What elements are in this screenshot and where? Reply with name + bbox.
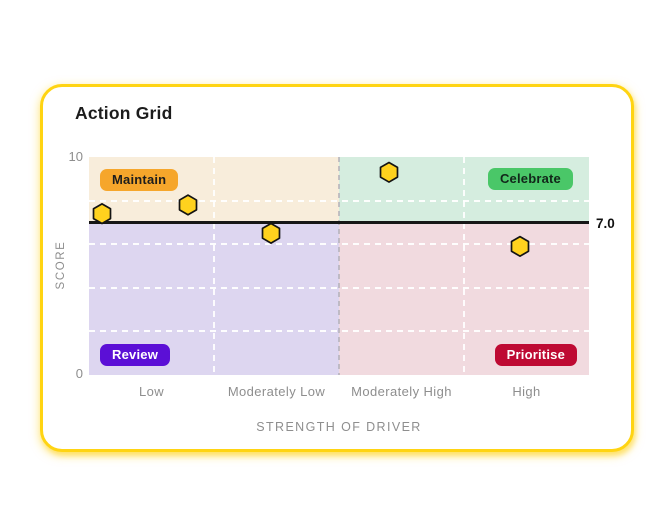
x-axis-ticks: Low Moderately Low Moderately High High (89, 384, 589, 399)
y-axis-tick-min: 0 (75, 366, 83, 381)
gridline-y6 (89, 243, 589, 246)
data-point-hexagon-5[interactable] (510, 235, 530, 258)
badge-review: Review (100, 343, 171, 366)
x-axis-label: STRENGTH OF DRIVER (256, 420, 422, 434)
gridline-x3 (463, 157, 465, 375)
gridline-x1 (213, 157, 215, 375)
y-axis-label: SCORE (55, 240, 67, 290)
badge-maintain: Maintain (100, 169, 179, 191)
data-point-hexagon-2[interactable] (178, 194, 198, 216)
badge-celebrate: Celebrate (487, 168, 573, 190)
quadrant-divider-line (338, 157, 340, 375)
data-point-hexagon-3[interactable] (261, 222, 281, 244)
data-point-hexagon-1[interactable] (92, 203, 112, 225)
x-tick-low: Low (138, 384, 165, 399)
plot-area: Prioritise Review Celebrate Maintain (89, 157, 589, 375)
y-axis-tick-max: 10 (68, 149, 83, 164)
data-points-layer (92, 161, 530, 258)
chart-title: Action Grid (75, 103, 173, 123)
x-tick-moderately-high: Moderately High (351, 384, 452, 399)
data-point-hexagon-4[interactable] (379, 161, 399, 183)
x-tick-moderately-low: Moderately Low (227, 384, 326, 399)
badge-prioritise: Prioritise (494, 343, 577, 366)
threshold-value-label: 7.0 (596, 216, 615, 231)
action-grid-card: Action Grid 10 0 SCORE Prioritise Review C… (40, 84, 634, 452)
threshold-line (89, 220, 589, 224)
x-tick-high: High (512, 384, 541, 399)
